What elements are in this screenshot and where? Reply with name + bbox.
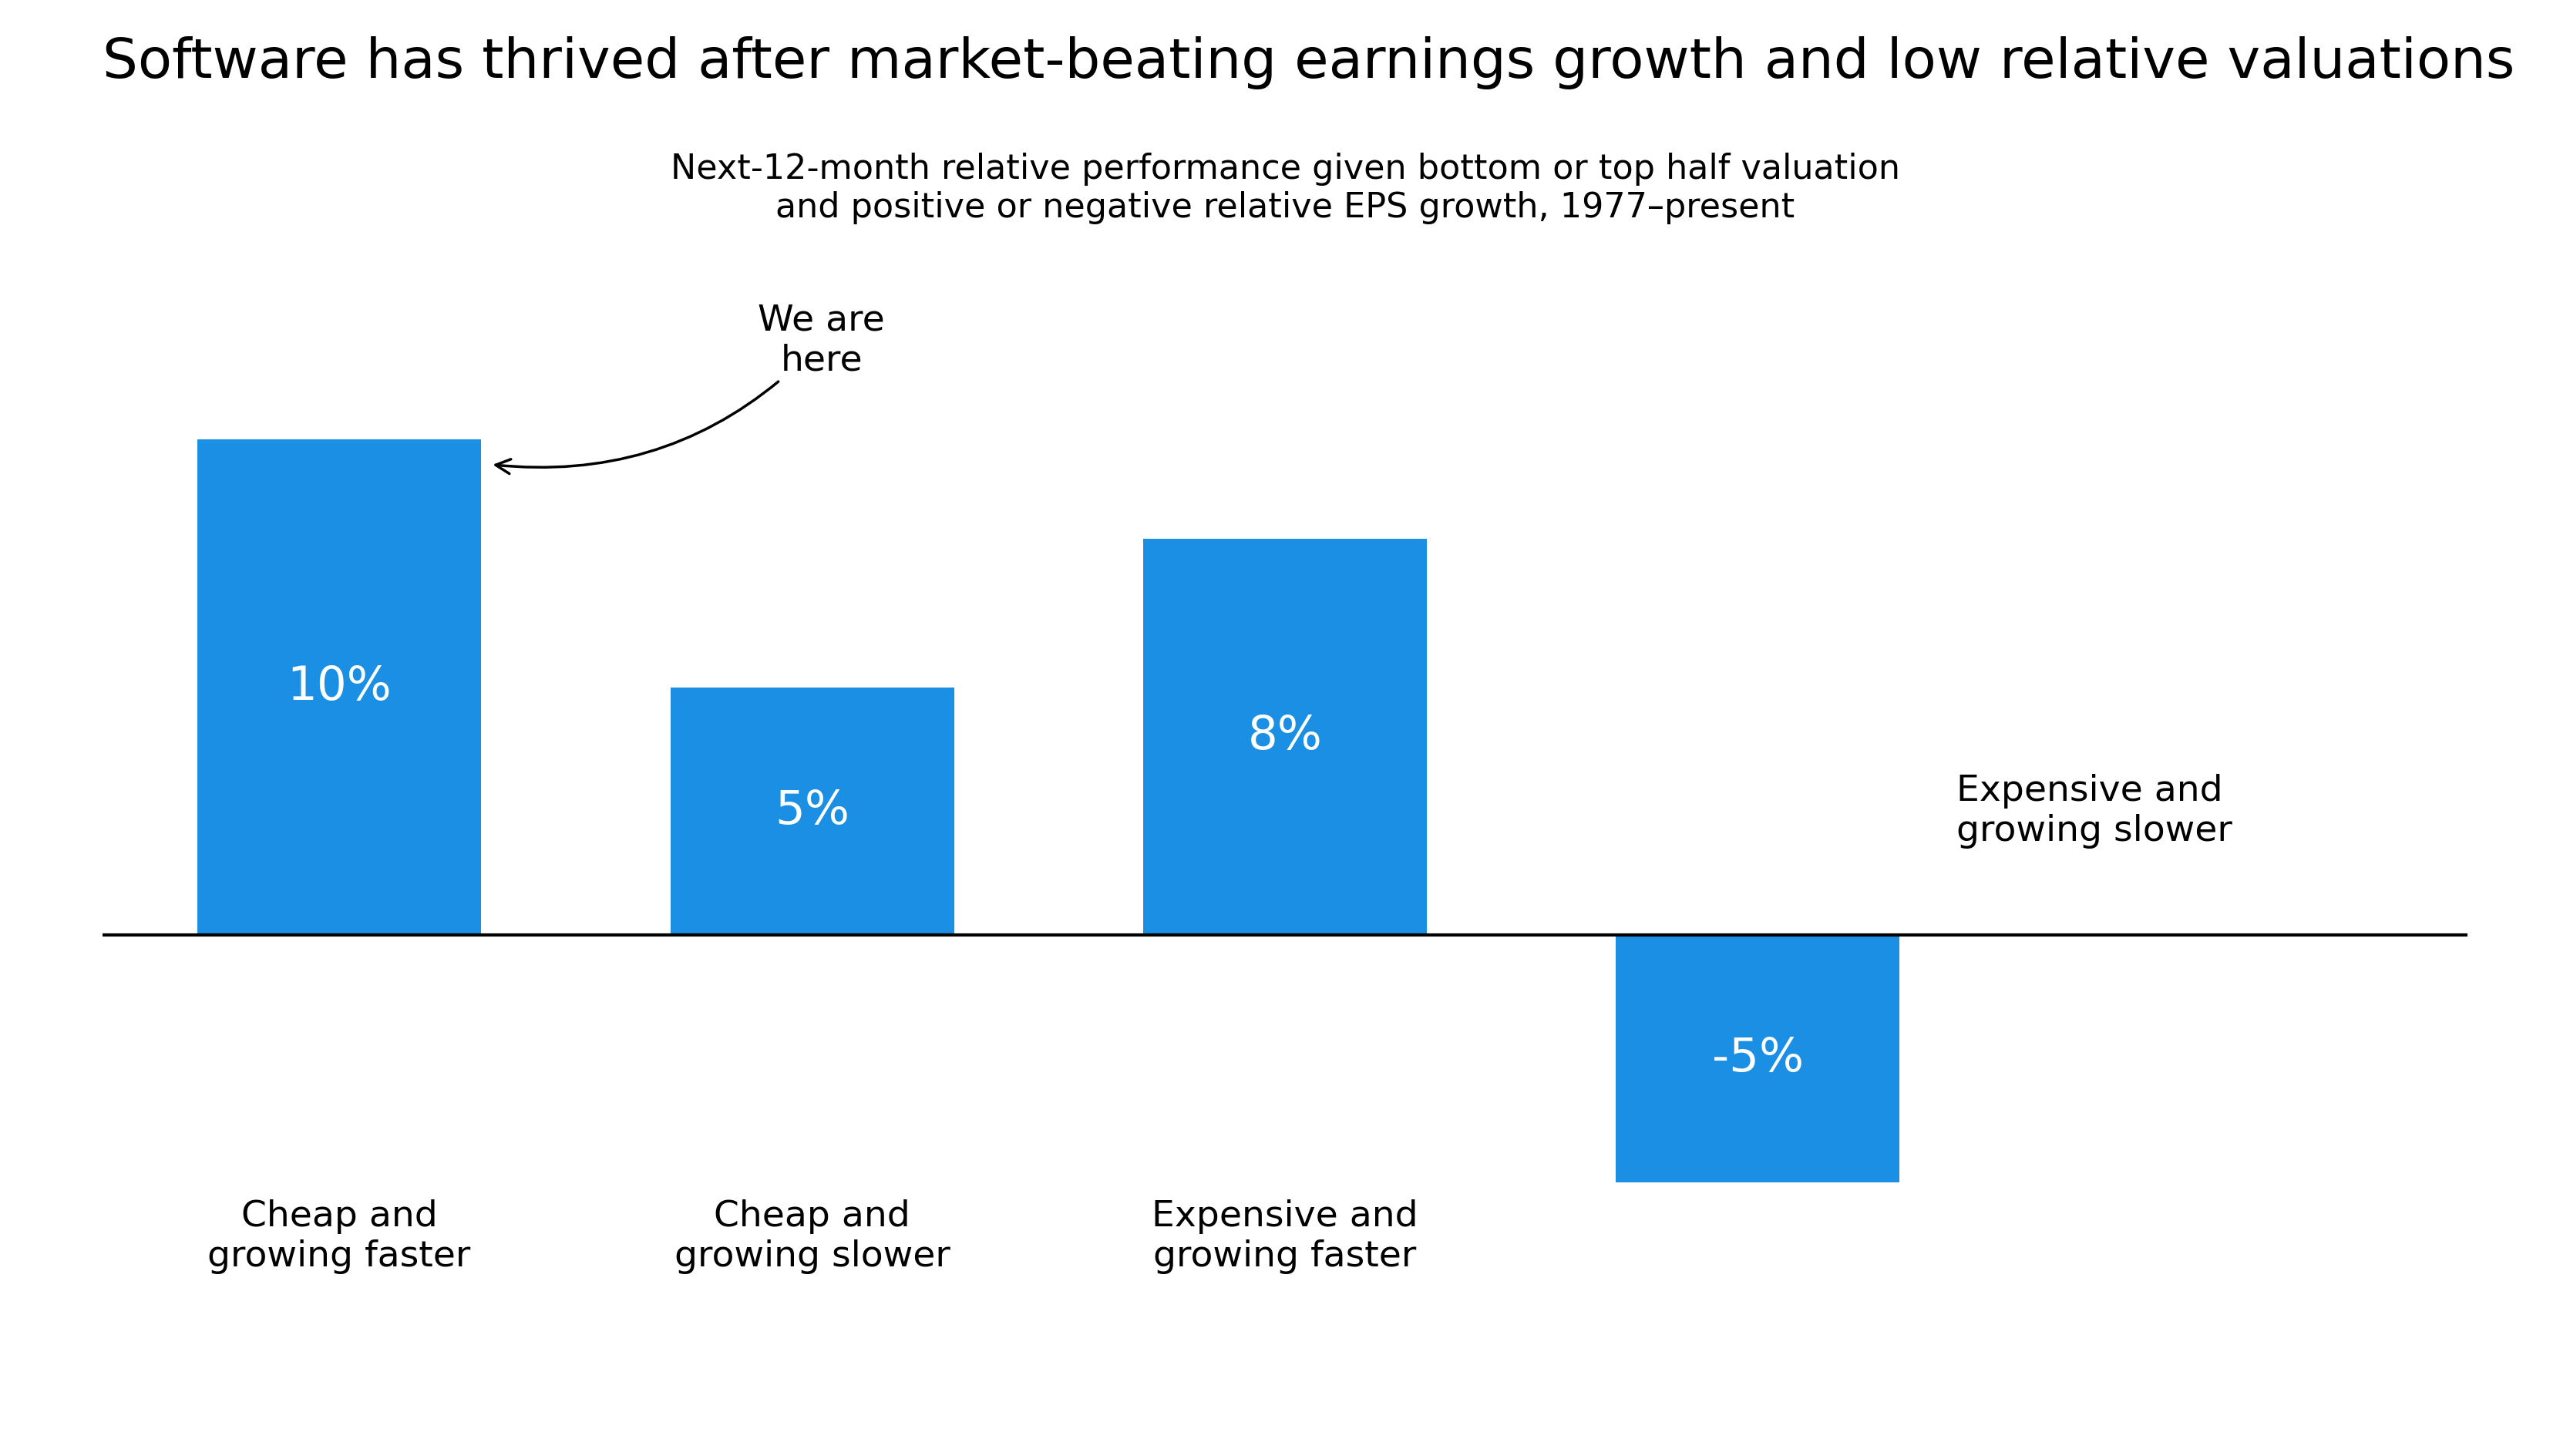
Text: 10%: 10% [288, 664, 391, 711]
Bar [198, 440, 481, 935]
Bar [671, 687, 953, 935]
Text: 8%: 8% [1246, 713, 1324, 760]
Text: -5%: -5% [1712, 1035, 1804, 1082]
Text: Expensive and
growing faster: Expensive and growing faster [1151, 1200, 1419, 1274]
Bar [1617, 935, 1899, 1182]
Text: Expensive and
growing slower: Expensive and growing slower [1956, 773, 2233, 849]
Text: Cheap and
growing faster: Cheap and growing faster [208, 1200, 470, 1274]
Text: Cheap and
growing slower: Cheap and growing slower [673, 1200, 951, 1274]
Text: 5%: 5% [774, 788, 851, 834]
Bar [1144, 539, 1426, 935]
Text: Software has thrived after market-beating earnings growth and low relative valua: Software has thrived after market-beatin… [103, 36, 2516, 90]
Text: We are
here: We are here [496, 303, 884, 473]
Text: Next-12-month relative performance given bottom or top half valuation
and positi: Next-12-month relative performance given… [671, 153, 1899, 224]
